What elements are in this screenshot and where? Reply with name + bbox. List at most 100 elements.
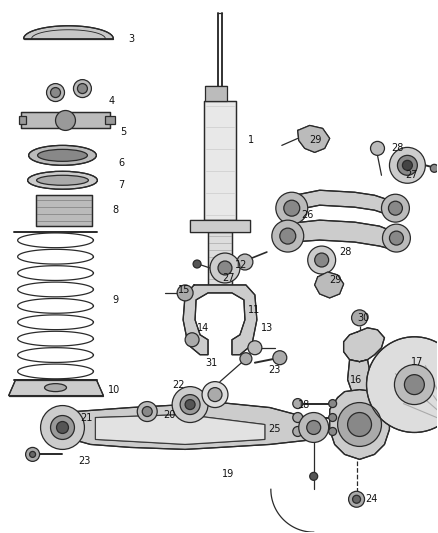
- Text: 23: 23: [268, 365, 280, 375]
- Text: 18: 18: [298, 400, 310, 409]
- Circle shape: [210, 253, 240, 283]
- Circle shape: [276, 192, 308, 224]
- Circle shape: [403, 160, 413, 171]
- Text: 6: 6: [118, 158, 124, 168]
- Circle shape: [293, 399, 303, 409]
- Circle shape: [389, 231, 403, 245]
- Polygon shape: [208, 232, 232, 290]
- Ellipse shape: [38, 149, 88, 161]
- Circle shape: [328, 414, 337, 422]
- Polygon shape: [21, 112, 110, 128]
- Circle shape: [74, 79, 92, 98]
- Circle shape: [272, 220, 304, 252]
- Text: 8: 8: [112, 205, 118, 215]
- Circle shape: [314, 253, 328, 267]
- Text: 19: 19: [222, 470, 234, 479]
- Ellipse shape: [37, 175, 88, 185]
- Ellipse shape: [28, 146, 96, 165]
- Text: 20: 20: [163, 409, 176, 419]
- Text: 22: 22: [172, 379, 185, 390]
- Polygon shape: [348, 360, 371, 400]
- Polygon shape: [314, 272, 343, 298]
- Circle shape: [293, 413, 303, 423]
- Text: 15: 15: [178, 285, 191, 295]
- Circle shape: [367, 337, 438, 432]
- Circle shape: [307, 421, 321, 434]
- Text: 3: 3: [128, 34, 134, 44]
- Text: 29: 29: [310, 135, 322, 146]
- Circle shape: [395, 365, 434, 405]
- Polygon shape: [190, 220, 250, 232]
- Circle shape: [352, 310, 367, 326]
- Text: 28: 28: [392, 143, 404, 154]
- Polygon shape: [343, 328, 385, 362]
- Polygon shape: [106, 117, 115, 124]
- Circle shape: [30, 451, 35, 457]
- Polygon shape: [183, 285, 257, 355]
- Circle shape: [397, 155, 417, 175]
- Circle shape: [41, 406, 85, 449]
- Text: 27: 27: [222, 273, 234, 283]
- Circle shape: [293, 426, 303, 437]
- Text: 14: 14: [197, 323, 209, 333]
- Circle shape: [338, 402, 381, 447]
- Circle shape: [404, 375, 424, 394]
- Circle shape: [248, 341, 262, 355]
- Circle shape: [299, 413, 328, 442]
- Ellipse shape: [45, 384, 67, 392]
- Text: 26: 26: [302, 210, 314, 220]
- Ellipse shape: [28, 171, 97, 189]
- Polygon shape: [298, 125, 330, 152]
- Circle shape: [137, 401, 157, 422]
- Text: 23: 23: [78, 456, 91, 466]
- Circle shape: [430, 164, 438, 172]
- Polygon shape: [56, 402, 320, 449]
- Polygon shape: [205, 86, 227, 101]
- Text: 28: 28: [339, 247, 352, 257]
- Text: 5: 5: [120, 127, 127, 138]
- Text: 7: 7: [118, 180, 124, 190]
- Text: 11: 11: [248, 305, 260, 315]
- Text: 24: 24: [366, 494, 378, 504]
- Circle shape: [237, 254, 253, 270]
- Circle shape: [273, 351, 287, 365]
- Circle shape: [280, 228, 296, 244]
- Circle shape: [57, 422, 68, 433]
- Circle shape: [78, 84, 88, 94]
- Circle shape: [177, 285, 193, 301]
- Circle shape: [185, 400, 195, 409]
- Polygon shape: [35, 195, 92, 226]
- Circle shape: [328, 427, 337, 435]
- Circle shape: [25, 447, 39, 462]
- Text: 1: 1: [248, 135, 254, 146]
- Text: 4: 4: [108, 95, 114, 106]
- Circle shape: [193, 260, 201, 268]
- Text: 12: 12: [235, 260, 247, 270]
- Text: 25: 25: [268, 424, 280, 434]
- Circle shape: [308, 246, 336, 274]
- Circle shape: [46, 84, 64, 101]
- Circle shape: [348, 413, 371, 437]
- Circle shape: [349, 491, 364, 507]
- Polygon shape: [24, 26, 113, 39]
- Circle shape: [142, 407, 152, 416]
- Circle shape: [240, 353, 252, 365]
- Text: 10: 10: [108, 385, 120, 394]
- Circle shape: [353, 495, 360, 503]
- Circle shape: [208, 387, 222, 401]
- Text: 13: 13: [261, 323, 273, 333]
- Polygon shape: [19, 117, 25, 124]
- Circle shape: [185, 333, 199, 347]
- Polygon shape: [204, 101, 236, 220]
- Text: 17: 17: [411, 357, 424, 367]
- Circle shape: [310, 472, 318, 480]
- Circle shape: [172, 386, 208, 423]
- Circle shape: [218, 261, 232, 275]
- Text: 9: 9: [112, 295, 118, 305]
- Circle shape: [180, 394, 200, 415]
- Polygon shape: [95, 415, 265, 445]
- Circle shape: [328, 400, 337, 408]
- Text: 16: 16: [350, 375, 362, 385]
- Circle shape: [202, 382, 228, 408]
- Circle shape: [389, 148, 425, 183]
